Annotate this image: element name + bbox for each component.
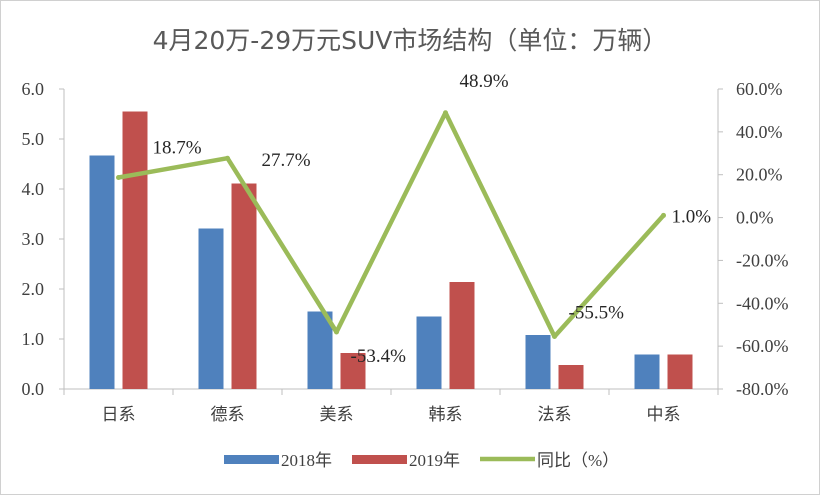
yoy-data-label: 18.7% <box>153 138 202 159</box>
axes: 0.0 1.0 2.0 3.0 4.0 5.0 6.0 -80.0% -60.0% -40.0% -… <box>22 79 789 425</box>
left-tick-label: 1.0 <box>22 329 45 349</box>
legend-swatch <box>352 455 407 464</box>
legend-swatch <box>224 455 279 464</box>
legend-label: 2018年 <box>281 451 332 470</box>
category-label: 中系 <box>647 405 681 425</box>
right-tick-label: 20.0% <box>736 165 783 185</box>
bar-2018年 <box>416 316 442 389</box>
right-tick-label: 60.0% <box>736 79 783 99</box>
left-tick-label: 4.0 <box>22 179 45 199</box>
legend-label: 同比（%） <box>537 451 619 470</box>
yoy-point <box>116 175 121 180</box>
yoy-data-label: 27.7% <box>262 150 311 171</box>
category-label: 德系 <box>211 405 245 425</box>
yoy-point <box>661 212 666 218</box>
legend: 2018年 2019年 同比（%） <box>224 451 619 470</box>
right-tick-label: -20.0% <box>736 250 789 270</box>
legend-label: 2019年 <box>409 451 460 470</box>
bar-2019年 <box>667 354 693 389</box>
yoy-data-label: -53.4% <box>351 346 407 367</box>
bar-2019年 <box>449 282 475 389</box>
bar-2018年 <box>634 354 660 389</box>
right-tick-label: -40.0% <box>736 293 789 313</box>
yoy-data-label: -55.5% <box>569 303 625 324</box>
bars <box>89 111 693 389</box>
category-label: 美系 <box>320 405 354 425</box>
bar-2019年 <box>340 353 366 389</box>
bar-2018年 <box>89 155 115 389</box>
chart-title: 4月20万-29万元SUV市场结构（单位：万辆） <box>153 26 668 55</box>
yoy-point <box>334 329 339 335</box>
left-tick-label: 3.0 <box>22 229 45 249</box>
category-label: 法系 <box>538 405 572 425</box>
data-labels: 18.7% 27.7% -53.4% 48.9% -55.5% 1.0% <box>153 71 712 367</box>
right-tick-label: -80.0% <box>736 379 789 399</box>
left-tick-label: 2.0 <box>22 279 45 299</box>
left-tick-label: 6.0 <box>22 79 45 99</box>
yoy-line <box>116 110 666 339</box>
right-tick-label: 40.0% <box>736 122 783 142</box>
bar-2019年 <box>122 111 148 389</box>
bar-2018年 <box>198 228 224 389</box>
yoy-point <box>225 155 230 161</box>
bar-2018年 <box>525 335 551 389</box>
yoy-series-line <box>116 110 666 339</box>
right-tick-label: -60.0% <box>736 336 789 356</box>
left-tick-label: 0.0 <box>22 379 45 399</box>
bar-2019年 <box>558 365 584 389</box>
category-label: 日系 <box>102 405 136 425</box>
yoy-data-label: 48.9% <box>460 71 509 92</box>
left-tick-label: 5.0 <box>22 129 45 149</box>
yoy-data-label: 1.0% <box>672 206 712 227</box>
category-label: 韩系 <box>429 405 463 425</box>
bar-2018年 <box>307 311 333 389</box>
bar-2019年 <box>231 183 257 389</box>
yoy-point <box>443 110 448 116</box>
yoy-point <box>552 334 557 339</box>
right-tick-label: 0.0% <box>736 208 774 228</box>
